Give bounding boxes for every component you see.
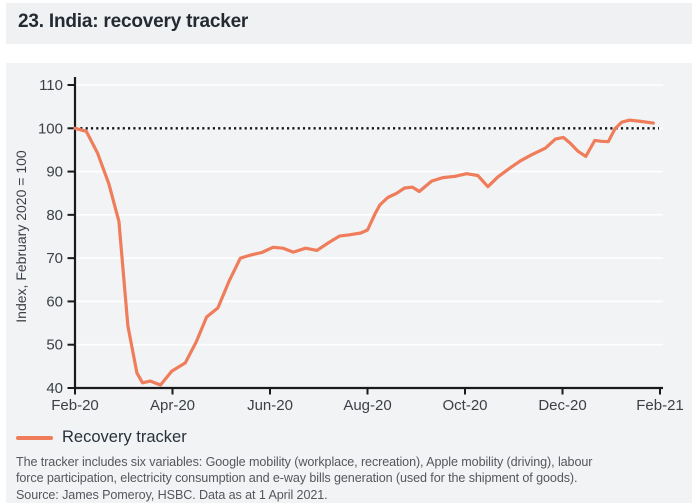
x-tick-label: Feb-21 xyxy=(636,397,684,414)
legend: Recovery tracker xyxy=(6,419,692,447)
y-tick-label: 60 xyxy=(46,293,63,310)
recovery-tracker-line xyxy=(73,118,655,387)
y-tick-label: 100 xyxy=(38,120,63,137)
legend-label: Recovery tracker xyxy=(62,428,187,446)
y-axis-title: Index, February 2020 = 100 xyxy=(13,150,29,323)
x-tick-label: Oct-20 xyxy=(442,397,487,414)
y-tick-label: 80 xyxy=(46,207,63,224)
footnote: The tracker includes six variables: Goog… xyxy=(6,447,692,503)
y-tick-label: 50 xyxy=(46,337,63,354)
footnote-line: force participation, electricity consump… xyxy=(16,471,578,486)
x-tick-label: Aug-20 xyxy=(343,397,391,414)
footnote-line: The tracker includes six variables: Goog… xyxy=(16,455,593,469)
chart-title-bar: 23. India: recovery tracker xyxy=(6,3,692,44)
chart-panel: 40 50 60 70 80 90 100 110 Feb-20 Apr-20 Jun-20 Aug-… xyxy=(6,63,692,503)
x-tick-label: Feb-20 xyxy=(51,397,99,414)
recovery-chart: 40 50 60 70 80 90 100 110 Feb-20 Apr-20 Jun-20 Aug-… xyxy=(13,77,684,414)
y-tick-label: 90 xyxy=(46,164,63,181)
y-tick-label: 110 xyxy=(39,77,63,94)
x-tick-label: Jun-20 xyxy=(247,397,293,414)
page-title: 23. India: recovery tracker xyxy=(18,11,249,32)
recovery-tracker-swatch-icon xyxy=(16,435,53,440)
footnote-line: Source: James Pomeroy, HSBC. Data as at … xyxy=(16,487,328,502)
x-tick-label: Apr-20 xyxy=(150,397,195,414)
y-tick-label: 70 xyxy=(46,250,63,267)
x-tick-label: Dec-20 xyxy=(538,397,586,414)
y-tick-label: 40 xyxy=(46,380,63,397)
